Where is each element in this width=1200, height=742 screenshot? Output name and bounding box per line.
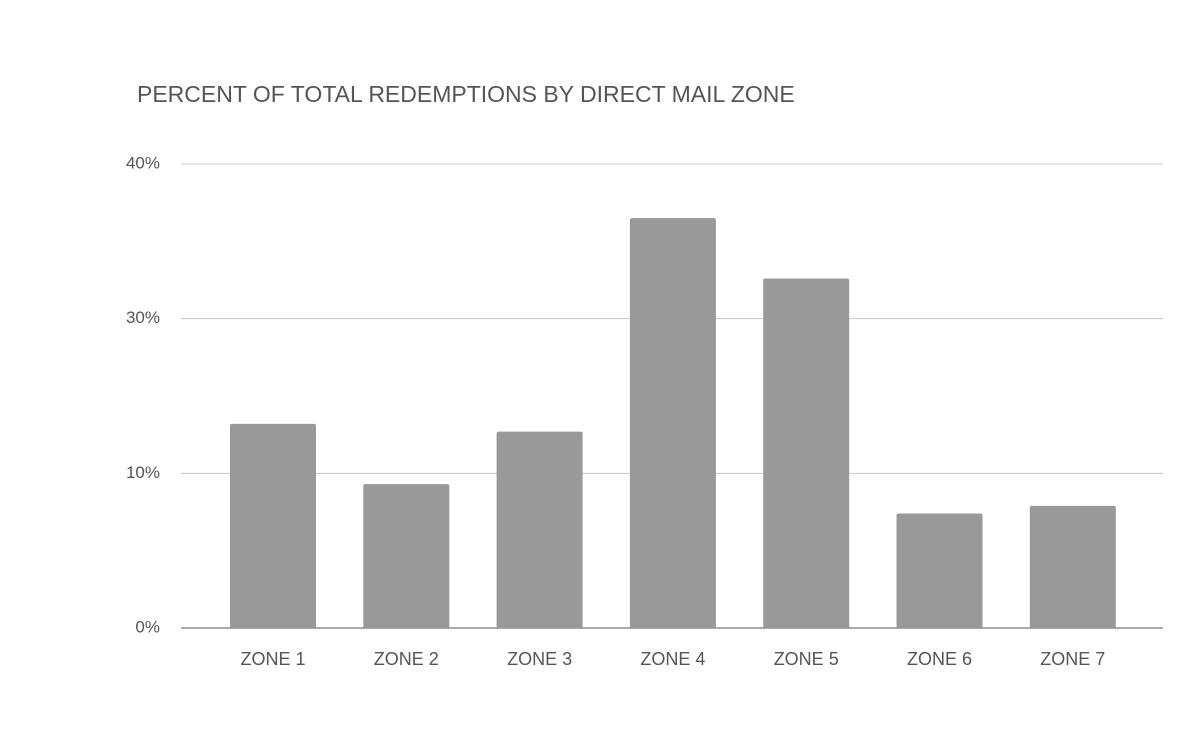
bar xyxy=(896,513,983,628)
x-tick-label: ZONE 7 xyxy=(1040,649,1105,669)
y-tick-label: 0% xyxy=(135,617,160,636)
y-tick-label: 10% xyxy=(126,463,160,482)
x-tick-label: ZONE 4 xyxy=(640,649,705,669)
x-tick-label: ZONE 2 xyxy=(374,649,439,669)
y-tick-label: 40% xyxy=(126,153,160,172)
bar xyxy=(230,423,316,628)
x-tick-label: ZONE 3 xyxy=(507,649,572,669)
bar xyxy=(1029,505,1116,628)
x-tick-label: ZONE 5 xyxy=(774,649,839,669)
x-tick-label: ZONE 6 xyxy=(907,649,972,669)
y-tick-label: 30% xyxy=(126,308,160,327)
bar xyxy=(496,431,583,628)
chart-title: PERCENT OF TOTAL REDEMPTIONS BY DIRECT M… xyxy=(137,81,795,107)
bar xyxy=(763,278,850,628)
bar xyxy=(363,484,450,628)
x-tick-label: ZONE 1 xyxy=(240,649,305,669)
bar xyxy=(629,218,716,628)
